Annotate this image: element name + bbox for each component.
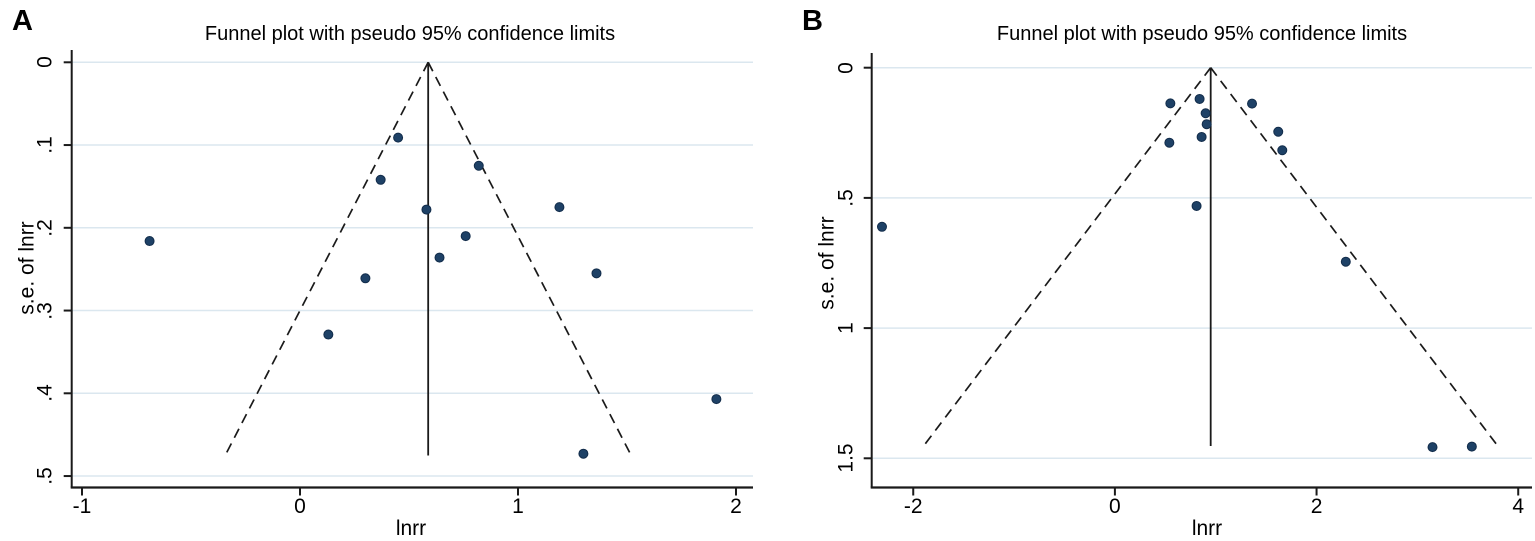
panel-b-title: Funnel plot with pseudo 95% confidence l… [996,23,1408,45]
y-tick-label: .5 [834,189,858,207]
study-point [711,394,722,405]
panel-b-letter: B [802,5,823,37]
y-tick-label: 0 [33,56,57,69]
y-tick-label: .4 [33,384,57,403]
study-point [1247,98,1258,109]
study-point [1191,200,1202,211]
study-point [393,132,404,143]
y-tick-label: .2 [33,219,57,237]
study-point [1201,119,1212,130]
x-tick-label: 2 [1310,495,1323,518]
study-point [360,273,371,284]
x-tick-label: 0 [1109,495,1121,518]
study-point [1273,126,1284,137]
funnel-upper-ci-line [1210,67,1498,446]
funnel-lower-ci-line [224,61,429,455]
panel-a-x-axis-label: lnrr [395,517,427,540]
study-point [1196,131,1207,142]
study-point [876,221,887,232]
study-point [421,204,432,215]
panel-b [863,53,1532,496]
study-point [578,448,589,459]
y-tick-label: .5 [33,467,57,485]
study-point [473,160,484,171]
study-point [1466,441,1477,452]
y-tick-label: .3 [33,301,57,320]
study-point [1340,256,1351,267]
study-point [144,236,155,247]
study-point [554,202,565,213]
study-point [460,231,471,242]
y-tick-label: 1 [834,322,858,334]
funnel-upper-ci-line [427,61,632,455]
study-point [434,252,445,263]
study-point [591,268,602,279]
funnel-lower-ci-line [923,67,1212,446]
panel-a-title: Funnel plot with pseudo 95% confidence l… [204,23,616,45]
y-tick-label: 1.5 [834,443,858,473]
x-tick-label: 1 [512,495,524,518]
study-point [1165,98,1176,109]
study-point [1200,108,1211,119]
x-tick-label: -1 [72,495,92,518]
panel-a [63,50,753,496]
panel-b-y-axis-label: s.e. of lnrr [815,216,839,310]
panel-a-letter: A [12,5,33,37]
study-point [323,329,334,340]
study-point [1164,137,1175,148]
x-tick-label: 0 [294,495,306,518]
panel-b-x-axis-label: lnrr [1191,517,1223,540]
study-point [1277,145,1288,156]
x-tick-label: 2 [730,495,742,518]
y-tick-label: 0 [834,61,858,74]
x-tick-label: 4 [1512,495,1525,518]
study-point [1194,93,1205,104]
x-tick-label: -2 [903,495,923,518]
study-point [375,174,386,185]
study-point [1427,442,1438,453]
y-tick-label: .1 [33,136,57,154]
